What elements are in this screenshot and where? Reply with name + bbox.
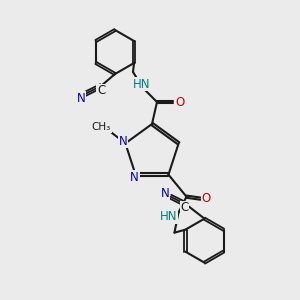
Text: HN: HN bbox=[160, 210, 177, 223]
Text: =: = bbox=[128, 171, 136, 181]
Text: CH₃: CH₃ bbox=[92, 122, 111, 132]
Text: N: N bbox=[161, 187, 170, 200]
Text: C: C bbox=[180, 201, 189, 214]
Text: O: O bbox=[202, 192, 211, 205]
Text: N: N bbox=[76, 92, 85, 104]
Text: N: N bbox=[119, 135, 128, 148]
Text: C: C bbox=[97, 85, 105, 98]
Text: N: N bbox=[130, 171, 139, 184]
Text: HN: HN bbox=[133, 77, 151, 91]
Text: O: O bbox=[176, 97, 184, 110]
